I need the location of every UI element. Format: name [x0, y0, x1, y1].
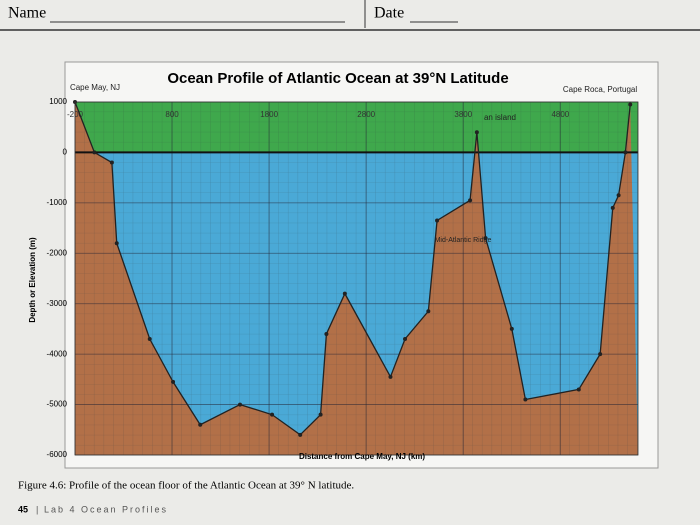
x-tick-label: 800 — [165, 110, 179, 119]
profile-point — [576, 387, 581, 392]
profile-point — [610, 205, 615, 210]
profile-point — [474, 130, 479, 135]
profile-point — [623, 150, 628, 155]
profile-point — [298, 432, 303, 437]
y-tick-label: 1000 — [49, 97, 67, 106]
caption: Figure 4.6: Profile of the ocean floor o… — [18, 480, 354, 492]
profile-point — [324, 331, 329, 336]
profile-point — [270, 412, 275, 417]
y-axis-label: Depth or Elevation (m) — [28, 237, 37, 323]
profile-point — [114, 241, 119, 246]
x-tick-label: 1800 — [260, 110, 278, 119]
profile-point — [109, 160, 114, 165]
profile-point — [238, 402, 243, 407]
x-axis-label: Distance from Cape May, NJ (km) — [299, 452, 425, 461]
profile-point — [616, 193, 621, 198]
profile-line — [74, 101, 631, 436]
profile-point — [435, 218, 440, 223]
y-tick-label: -6000 — [47, 450, 68, 459]
profile-point — [171, 379, 176, 384]
profile-point — [523, 397, 528, 402]
plot-border — [74, 101, 639, 456]
y-tick-label: -3000 — [47, 299, 68, 308]
profile-point — [198, 422, 203, 427]
date-label: Date — [374, 5, 404, 22]
annotation: Mid-Atlantic Ridge — [435, 237, 492, 244]
x-tick-label: 2800 — [357, 110, 375, 119]
profile-point — [388, 374, 393, 379]
y-tick-label: 0 — [63, 148, 68, 157]
annotation: Cape May, NJ — [70, 83, 120, 92]
annotation: Cape Roca, Portugal — [563, 85, 637, 94]
profile-point — [403, 337, 408, 342]
profile-point — [468, 198, 473, 203]
section: Lab 4 Ocean Profiles — [44, 504, 168, 514]
profile-point — [318, 412, 323, 417]
x-tick-label: 3800 — [454, 110, 472, 119]
profile-point — [483, 236, 488, 241]
y-tick-label: -2000 — [47, 248, 68, 257]
name-label: Name — [8, 5, 46, 22]
y-tick-label: -1000 — [47, 198, 68, 207]
profile-point — [426, 309, 431, 314]
x-tick-label: 4800 — [551, 110, 569, 119]
y-tick-label: -4000 — [47, 349, 68, 358]
y-tick-label: -5000 — [47, 400, 68, 409]
chart-title: Ocean Profile of Atlantic Ocean at 39°N … — [167, 70, 508, 87]
sep: | — [36, 504, 38, 514]
profile-point — [598, 352, 603, 357]
profile-point — [628, 102, 633, 107]
profile-point — [147, 337, 152, 342]
page-number: 45 — [18, 504, 28, 514]
profile-point — [509, 326, 514, 331]
annotation: an island — [484, 113, 516, 122]
graph-paper — [75, 102, 638, 455]
profile-point — [342, 291, 347, 296]
profile-point — [92, 150, 97, 155]
